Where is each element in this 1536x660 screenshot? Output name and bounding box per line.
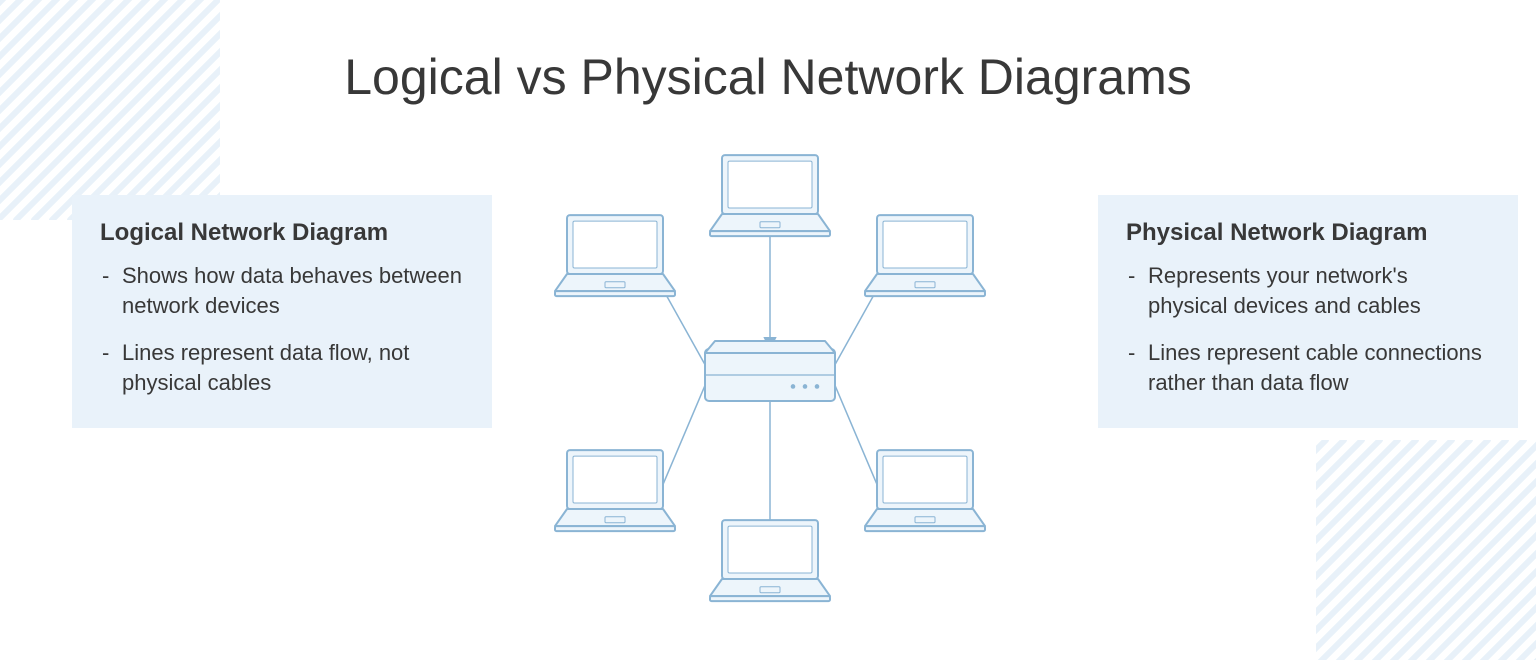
physical-item: Lines represent cable connections rather… bbox=[1148, 338, 1490, 397]
laptop-icon bbox=[865, 450, 985, 531]
logical-item: Lines represent data flow, not physical … bbox=[122, 338, 464, 397]
server-icon bbox=[705, 341, 835, 401]
laptop-icon bbox=[710, 155, 830, 236]
laptop-icon bbox=[555, 215, 675, 296]
logical-callout: Logical Network Diagram Shows how data b… bbox=[72, 195, 492, 428]
decor-lines-bottom-right bbox=[1316, 440, 1536, 660]
laptop-icon bbox=[865, 215, 985, 296]
physical-callout: Physical Network Diagram Represents your… bbox=[1098, 195, 1518, 428]
laptop-icon bbox=[555, 450, 675, 531]
logical-list: Shows how data behaves between network d… bbox=[100, 261, 464, 398]
physical-list: Represents your network's physical devic… bbox=[1126, 261, 1490, 398]
decor-lines-top-left bbox=[0, 0, 220, 220]
physical-heading: Physical Network Diagram bbox=[1126, 219, 1490, 247]
logical-heading: Logical Network Diagram bbox=[100, 219, 464, 247]
laptop-icon bbox=[710, 520, 830, 601]
physical-item: Represents your network's physical devic… bbox=[1148, 261, 1490, 320]
logical-item: Shows how data behaves between network d… bbox=[122, 261, 464, 320]
page-title: Logical vs Physical Network Diagrams bbox=[0, 48, 1536, 106]
network-diagram bbox=[520, 140, 1020, 610]
